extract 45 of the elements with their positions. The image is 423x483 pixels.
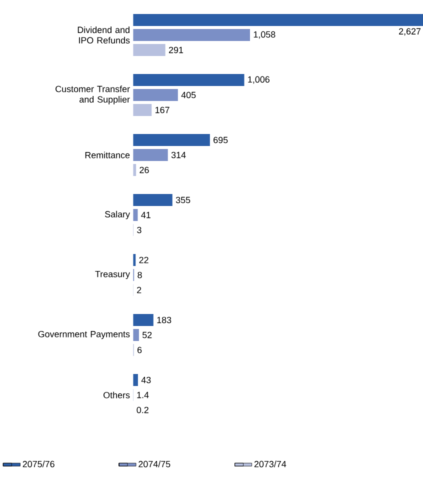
data-label: 0.2	[136, 406, 148, 414]
bar	[133, 374, 138, 386]
bar	[133, 314, 154, 326]
bar	[133, 134, 210, 146]
data-label: 1.4	[137, 392, 149, 398]
bar	[133, 104, 152, 116]
y-tick-label: Dividend and IPO Refunds	[78, 26, 130, 44]
y-tick-label: Salary	[104, 210, 130, 220]
data-label: 41	[140, 212, 150, 218]
data-label: 8	[138, 272, 142, 278]
bar	[133, 89, 178, 101]
data-label: 26	[140, 166, 149, 174]
legend-label: 2075/76	[22, 460, 54, 468]
bar	[133, 329, 139, 342]
y-tick-label: Customer Transfer and Supplier	[55, 86, 130, 104]
data-label: 3	[136, 226, 142, 234]
bar	[133, 209, 138, 222]
legend-label: 2073/74	[254, 460, 286, 468]
bar	[133, 74, 244, 86]
data-label: 405	[181, 92, 196, 98]
y-tick-label: Treasury	[95, 270, 130, 280]
bar	[133, 14, 423, 26]
data-label: 22	[139, 256, 148, 264]
data-label: 695	[213, 136, 228, 144]
y-tick-label: Government Payments	[38, 330, 130, 340]
data-label: 2,627	[398, 28, 420, 36]
data-label: 6	[137, 346, 142, 354]
data-label: 314	[171, 152, 186, 158]
data-label: 52	[142, 332, 152, 338]
data-label: 355	[176, 196, 190, 204]
data-label: 291	[168, 46, 183, 54]
data-label: 1,058	[254, 31, 276, 39]
y-tick-label: Others	[103, 392, 130, 398]
data-label: 183	[157, 316, 172, 324]
legend-label: 2074/75	[138, 460, 170, 468]
bar	[133, 194, 172, 206]
bar	[133, 29, 250, 41]
bar	[133, 164, 136, 176]
data-label: 167	[155, 106, 170, 114]
data-label: 1,006	[248, 76, 270, 84]
bar	[133, 44, 166, 56]
data-label: 43	[141, 376, 151, 384]
data-label: 2	[136, 286, 141, 294]
y-tick-label: Remittance	[85, 152, 130, 158]
bar	[133, 149, 168, 161]
